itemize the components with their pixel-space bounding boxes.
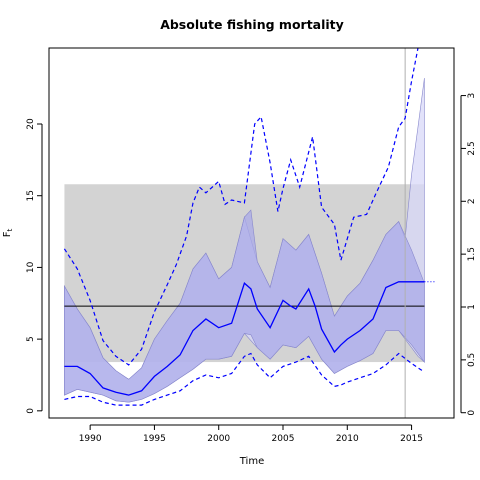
y-tick-label-left: 0 xyxy=(26,408,36,414)
estimate-line xyxy=(64,281,425,396)
x-tick-label: 1990 xyxy=(79,434,102,444)
chart-title: Absolute fishing mortality xyxy=(160,17,344,32)
y-tick-label-left: 10 xyxy=(26,261,36,273)
y-tick-label-right: 1 xyxy=(467,304,477,310)
ci-dashed-line-1 xyxy=(63,48,419,366)
y-tick-label-right: 2 xyxy=(467,198,477,204)
y-tick-label-left: 5 xyxy=(26,336,36,342)
x-tick-label: 2000 xyxy=(207,434,230,444)
x-tick-label: 1995 xyxy=(143,434,166,444)
x-tick-label: 2015 xyxy=(400,434,423,444)
y-tick-label-right: 1.5 xyxy=(467,247,477,261)
y-tick-label-left: 15 xyxy=(26,190,36,201)
y-axis-label-left: Ft xyxy=(2,228,14,237)
x-tick-label: 2010 xyxy=(336,434,359,444)
y-tick-label-right: 2.5 xyxy=(467,141,477,155)
axes: 1990 1995 2000 2005 2010 2015 0 5 10 15 20 0 0.5 1 1.5… xyxy=(26,93,477,444)
plot-frame xyxy=(48,47,455,419)
x-axis-label: Time xyxy=(239,456,264,467)
y-tick-label-left: 20 xyxy=(26,118,36,130)
y-tick-label-right: 3 xyxy=(467,93,477,99)
x-tick-label: 2005 xyxy=(272,434,295,444)
y-tick-label-right: 0.5 xyxy=(467,353,477,367)
ci-dashed-line-2 xyxy=(64,352,425,406)
y-tick-label-right: 0 xyxy=(467,410,477,416)
series-layer xyxy=(63,48,436,418)
